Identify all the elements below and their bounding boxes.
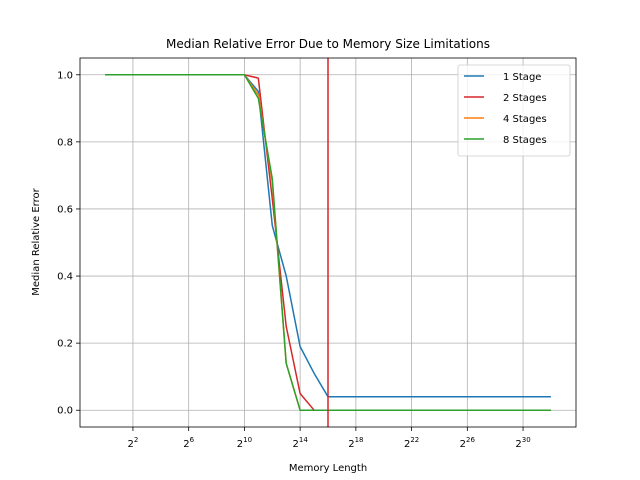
y-tick-label: 0.2: [57, 339, 73, 350]
y-axis-label: Median Relative Error: [31, 187, 42, 295]
legend: 1 Stage 2 Stages 4 Stages 8 Stages: [457, 64, 571, 157]
y-tick-label: 0.0: [57, 406, 73, 417]
x-tick-exponent: 14: [299, 436, 308, 444]
x-axis-label: Memory Length: [289, 463, 367, 474]
legend-label-4-stages: 4 Stages: [503, 114, 547, 125]
x-tick-exponent: 26: [466, 436, 475, 444]
x-tick-exponent: 18: [355, 436, 364, 444]
x-tick-base: 2: [515, 439, 521, 450]
x-tick-base: 2: [292, 439, 298, 450]
x-ticks: 22 26 210 214 218 222 226 230: [128, 427, 531, 450]
x-tick-label: 26: [183, 436, 194, 450]
legend-box: [457, 64, 571, 157]
x-tick-label: 222: [404, 436, 419, 450]
plot-frame: [79, 57, 577, 428]
x-tick-base: 2: [460, 439, 466, 450]
y-tick-label: 1.0: [57, 70, 73, 81]
x-tick-label: 22: [128, 436, 139, 450]
x-tick-label: 226: [460, 436, 476, 450]
x-tick-exponent: 22: [410, 436, 419, 444]
x-tick-base: 2: [237, 439, 243, 450]
x-tick-label: 210: [237, 436, 252, 450]
x-tick-label: 218: [348, 436, 363, 450]
legend-label-1-stage: 1 Stage: [503, 72, 541, 83]
x-tick-base: 2: [128, 439, 134, 450]
x-tick-base: 2: [183, 439, 189, 450]
x-tick-exponent: 6: [190, 436, 195, 444]
x-tick-exponent: 10: [243, 436, 252, 444]
x-tick-label: 230: [515, 436, 530, 450]
y-tick-label: 0.8: [57, 137, 73, 148]
x-tick-exponent: 2: [134, 436, 138, 444]
legend-label-8-stages: 8 Stages: [503, 135, 547, 146]
y-tick-label: 0.6: [57, 204, 73, 215]
x-tick-base: 2: [404, 439, 410, 450]
x-tick-label: 214: [292, 436, 308, 450]
y-ticks: 0.0 0.2 0.4 0.6 0.8 1.0: [57, 70, 80, 417]
x-tick-exponent: 30: [522, 436, 531, 444]
y-tick-label: 0.4: [57, 272, 73, 283]
legend-label-2-stages: 2 Stages: [503, 93, 547, 104]
chart-title: Median Relative Error Due to Memory Size…: [166, 37, 490, 51]
x-tick-base: 2: [348, 439, 354, 450]
